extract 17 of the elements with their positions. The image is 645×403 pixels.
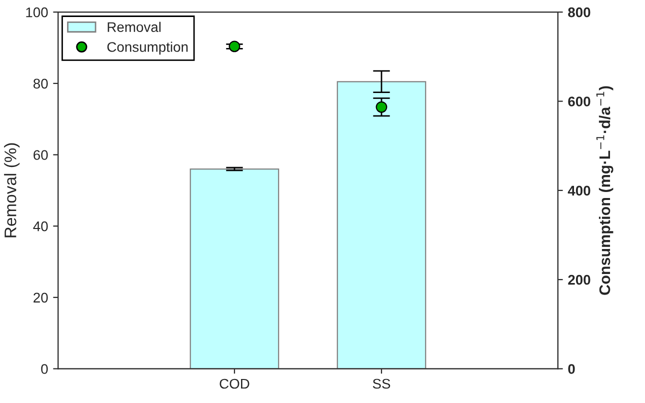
y2-tick-label: 0 bbox=[568, 364, 575, 374]
y-axis-title: Removal (%) bbox=[4, 143, 20, 238]
y-tick-label: 0 bbox=[41, 364, 48, 374]
y2-tick-label: 200 bbox=[568, 274, 590, 285]
y2-axis-title: Consumption (mg·L$^{−1}$·d/a$^{−1}$) bbox=[596, 86, 614, 295]
y-tick-label: 80 bbox=[33, 78, 48, 89]
legend-label: Removal bbox=[108, 22, 161, 32]
y2-tick-label: 600 bbox=[568, 96, 590, 106]
legend-label: Consumption bbox=[107, 42, 188, 55]
x-tick-label: SS bbox=[372, 378, 390, 389]
y-tick-label: 40 bbox=[33, 221, 48, 232]
x-tick-label: COD bbox=[220, 378, 250, 389]
y-tick-label: 100 bbox=[26, 7, 48, 18]
y2-tick-label: 800 bbox=[568, 7, 590, 18]
y2-tick-label: 400 bbox=[568, 186, 590, 196]
y-tick-label: 20 bbox=[34, 292, 48, 303]
y-tick-label: 60 bbox=[34, 150, 48, 160]
